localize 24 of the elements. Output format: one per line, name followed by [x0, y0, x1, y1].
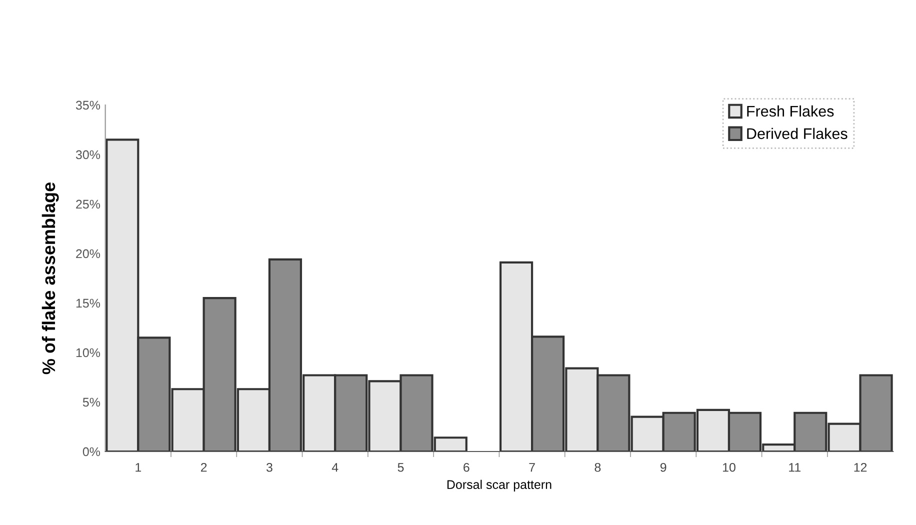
x-tick-label: 6 — [464, 462, 470, 472]
x-tick-label: 11 — [789, 463, 801, 472]
x-tick-label: 3 — [266, 462, 272, 472]
y-tick-label: 0% — [82, 447, 100, 456]
x-tick-label: 8 — [594, 462, 601, 472]
legend-label: Derived Flakes — [747, 128, 848, 140]
y-tick-label: 10% — [76, 348, 100, 358]
x-tick-label: 9 — [660, 462, 666, 472]
y-tick-label: 25% — [76, 200, 100, 209]
x-tick-label: 10 — [722, 462, 736, 472]
x-tick-label: 5 — [398, 463, 404, 472]
y-axis-title: % of flake assemblage — [42, 182, 59, 374]
x-tick-label: 1 — [136, 463, 142, 472]
y-tick-label: 20% — [76, 249, 100, 258]
y-tick-label: 35% — [76, 100, 100, 110]
x-tick-label: 4 — [332, 463, 338, 472]
y-tick-label: 5% — [82, 398, 100, 407]
x-tick-label: 2 — [200, 462, 207, 472]
legend-label: Fresh Flakes — [747, 105, 834, 117]
x-axis-title: Dorsal scar pattern — [447, 480, 552, 492]
x-tick-label: 7 — [529, 463, 535, 472]
x-tick-label: 12 — [854, 462, 867, 472]
y-tick-label: 30% — [76, 150, 100, 160]
y-tick-label: 15% — [76, 298, 100, 308]
